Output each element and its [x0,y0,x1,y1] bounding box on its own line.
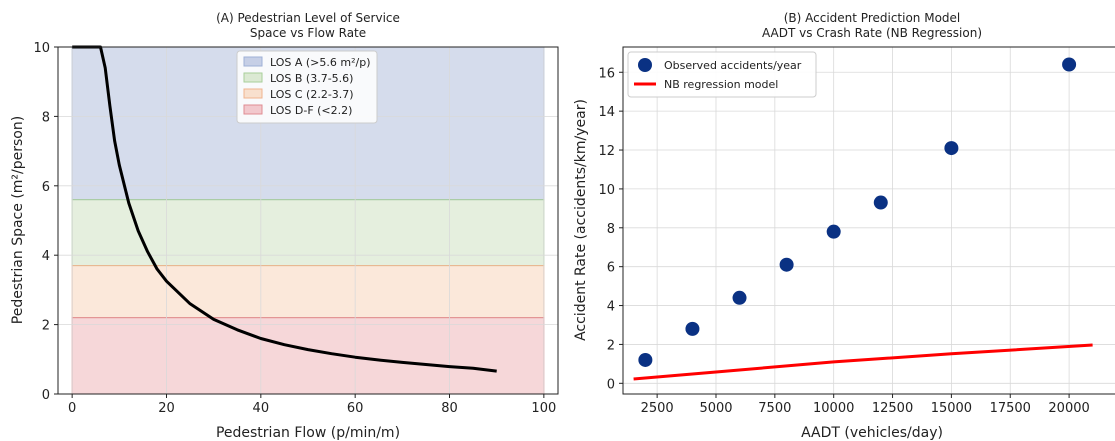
panel-a-legend-swatch [243,56,263,67]
los-band-1 [71,199,545,267]
panel-a-legend-swatch [243,104,263,115]
panel-b-x-tick-label: 15000 [931,401,972,416]
panel-a-y-ticks: 0 2 4 6 8 10 [33,41,58,403]
panel-b-y-tick-label: 12 [598,144,615,159]
panel-b-x-tick-label: 20000 [1048,401,1089,416]
panel-a-frame [57,46,559,395]
panel-a-y-tick-label: 8 [42,110,50,125]
panel-b-x-ticks: 2500 5000 7500 10000 12500 15000 17500 20000 [641,394,1090,416]
panel-b-y-label: Accident Rate (accidents/km/year) [573,99,589,341]
panel-a-legend-label: LOS A (>5.6 m²/p) [270,56,371,69]
panel-a-x-tick-label: 40 [253,401,270,416]
observed-point [873,195,888,210]
panel-a-legend-label: LOS D-F (<2.2) [270,104,352,117]
panel-a-x-tick-label: 100 [531,401,556,416]
panel-b-y-tick-label: 0 [607,377,615,392]
panel-b-x-tick-label: 10000 [813,401,854,416]
panel-a-x-tick-label: 20 [158,401,175,416]
observed-point [779,257,794,272]
panel-a-legend-label: LOS C (2.2-3.7) [270,88,354,101]
panel-a-title: (A) Pedestrian Level of Service [216,11,400,25]
panel-b-legend-label-regression: NB regression model [664,78,778,91]
panel-a-x-tick-label: 80 [441,401,458,416]
observed-point [685,321,700,336]
panel-a-x-tick-label: 0 [68,401,76,416]
observed-point [638,352,653,367]
panel-b-grid [623,47,1115,394]
panel-a-legend-box [236,50,378,124]
los-band-2 [71,265,545,319]
panel-b-legend-label-observed: Observed accidents/year [664,59,802,72]
los-band-3 [71,317,545,395]
panel-a-y-tick-label: 2 [42,319,50,334]
panel-b-subtitle: AADT vs Crash Rate (NB Regression) [762,26,982,40]
panel-b-frame [622,46,1115,395]
observed-point [732,290,747,305]
panel-b-y-ticks: 0 2 4 6 8 10 12 14 16 [598,66,623,392]
panel-a-y-tick-label: 4 [42,249,50,264]
observed-point [1062,57,1077,72]
panel-a-y-tick-label: 0 [42,388,50,403]
panel-b: (B) Accident Prediction Model AADT vs Cr… [573,11,1115,441]
panel-a-y-tick-label: 10 [33,41,50,56]
panel-b-x-label: AADT (vehicles/day) [801,425,943,441]
panel-b-series [633,57,1093,381]
panel-b-x-tick-label: 5000 [699,401,732,416]
panel-a-legend-swatch [243,72,263,83]
panel-a-y-tick-label: 6 [42,180,50,195]
panel-b-x-tick-label: 2500 [641,401,674,416]
nb-regression-line [633,343,1093,381]
panel-b-y-tick-label: 2 [607,338,615,353]
panel-b-x-tick-label: 7500 [758,401,791,416]
panel-a-legend: LOS A (>5.6 m²/p) LOS B (3.7-5.6) LOS C (2… [236,50,378,124]
panel-b-legend-box [627,51,817,98]
panel-b-legend: Observed accidents/year NB regression mod… [627,51,817,98]
panel-b-y-tick-label: 4 [607,300,615,315]
panel-b-y-tick-label: 10 [598,183,615,198]
panel-a-subtitle: Space vs Flow Rate [250,26,366,40]
observed-point [944,141,959,156]
panel-a-x-tick-label: 60 [347,401,364,416]
observed-point [826,224,841,239]
panel-a-legend-swatch [243,88,263,99]
panel-b-y-tick-label: 14 [598,105,615,120]
panel-b-y-tick-label: 6 [607,261,615,276]
panel-b-title: (B) Accident Prediction Model [784,11,961,25]
panel-a-y-label: Pedestrian Space (m²/person) [10,116,26,324]
panel-a-x-ticks: 0 20 40 60 80 100 [68,394,556,416]
panel-b-x-tick-label: 12500 [872,401,913,416]
panel-a-legend-label: LOS B (3.7-5.6) [270,72,353,85]
panel-b-x-tick-label: 17500 [990,401,1031,416]
panel-a-x-label: Pedestrian Flow (p/min/m) [216,425,400,441]
panel-b-legend-marker-observed [638,58,652,72]
panel-b-y-tick-label: 8 [607,222,615,237]
panel-a: (A) Pedestrian Level of Service Space vs… [10,11,559,441]
panel-b-y-tick-label: 16 [598,66,615,81]
